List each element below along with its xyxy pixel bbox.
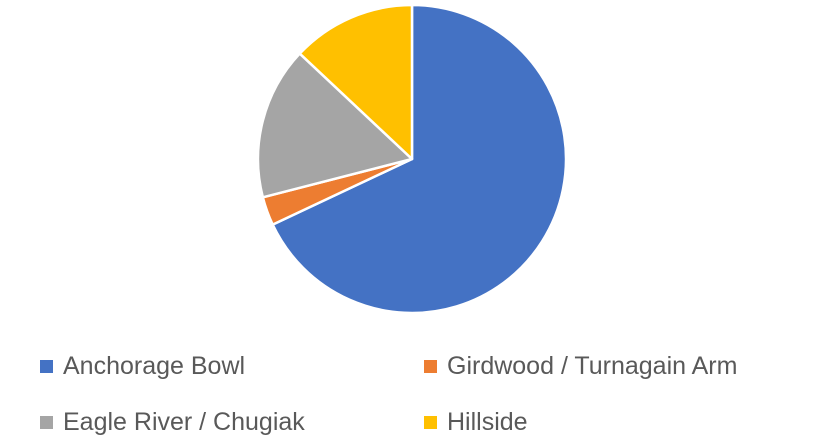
- legend-swatch: [40, 416, 53, 429]
- legend-swatch: [40, 360, 53, 373]
- legend: Anchorage Bowl Girdwood / Turnagain Arm …: [40, 352, 820, 448]
- legend-item-girdwood-turnagain-arm: Girdwood / Turnagain Arm: [424, 352, 737, 381]
- legend-item-anchorage-bowl: Anchorage Bowl: [40, 352, 245, 381]
- legend-label: Anchorage Bowl: [63, 352, 246, 380]
- pie-slice-hillside: [298, 3, 414, 161]
- legend-label: Hillside: [447, 408, 528, 436]
- legend-label: Girdwood / Turnagain Arm: [447, 352, 738, 380]
- legend-swatch: [424, 360, 437, 373]
- legend-item-hillside: Hillside: [424, 408, 528, 437]
- pie-slice-eagle-river-chugiak: [256, 52, 414, 199]
- legend-item-eagle-river-chugiak: Eagle River / Chugiak: [40, 408, 305, 437]
- legend-swatch: [424, 416, 437, 429]
- legend-label: Eagle River / Chugiak: [63, 408, 305, 436]
- pie-slice-anchorage-bowl: [271, 3, 568, 315]
